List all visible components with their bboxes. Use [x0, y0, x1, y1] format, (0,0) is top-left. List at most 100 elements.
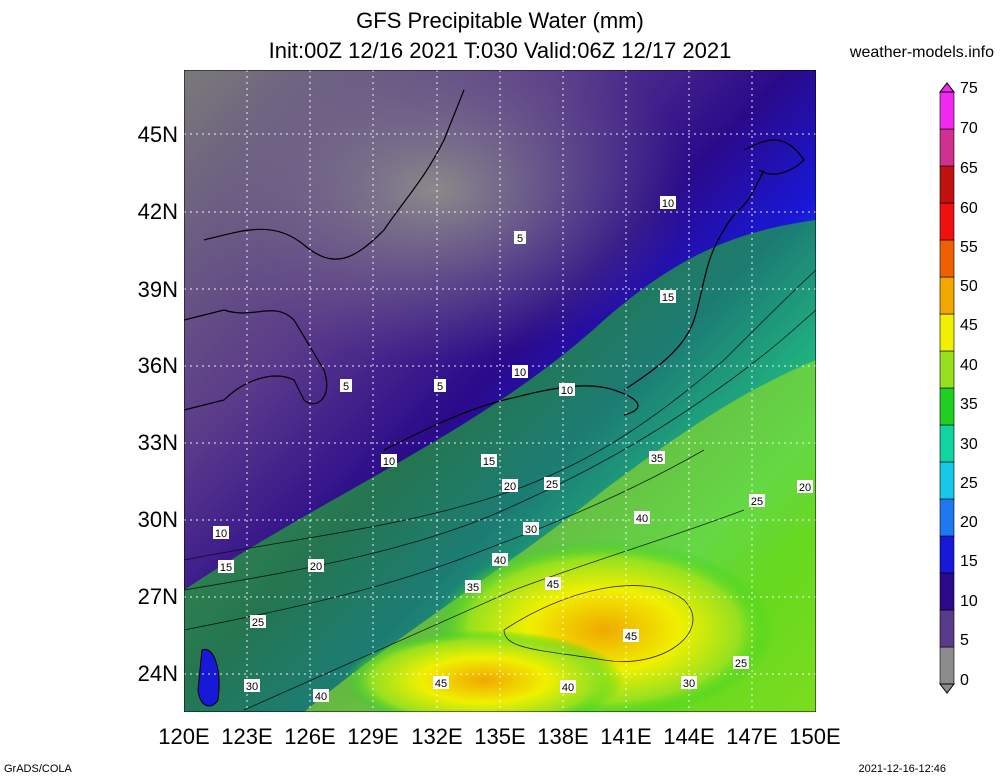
lat-label-24n: 24N	[137, 661, 178, 686]
lat-label-30n: 30N	[137, 507, 178, 532]
colorbar-swatch	[939, 535, 955, 574]
lon-label-141e: 141E	[600, 724, 652, 749]
lon-label-132e: 132E	[411, 724, 463, 749]
contour-label: 30	[244, 679, 260, 693]
lon-label-123e: 123E	[221, 724, 273, 749]
contour-label: 15	[481, 454, 497, 468]
colorbar-label: 35	[960, 396, 978, 413]
colorbar	[938, 82, 956, 694]
contour-label: 45	[433, 676, 449, 690]
contour-value: 30	[246, 681, 258, 693]
colorbar-swatch	[939, 572, 955, 611]
contour-value: 40	[494, 555, 506, 567]
contour-label: 5	[434, 379, 446, 393]
lon-label-135e: 135E	[474, 724, 526, 749]
contour-value: 40	[315, 691, 327, 703]
contour-value: 25	[252, 617, 264, 629]
contour-label: 25	[544, 477, 560, 491]
contour-value: 10	[514, 367, 526, 379]
contour-value: 25	[751, 496, 763, 508]
contour-label: 10	[559, 383, 575, 397]
colorbar-label: 50	[960, 278, 978, 295]
lat-label-45n: 45N	[137, 122, 178, 147]
contour-value: 45	[435, 678, 447, 690]
lat-label-42n: 42N	[137, 199, 178, 224]
contour-value: 40	[636, 513, 648, 525]
contour-label: 10	[381, 454, 397, 468]
contour-label: 15	[218, 560, 234, 574]
lon-label-144e: 144E	[663, 724, 715, 749]
colorbar-swatch	[939, 313, 955, 352]
lon-label-138e: 138E	[537, 724, 589, 749]
lat-label-33n: 33N	[137, 430, 178, 455]
colorbar-swatch	[939, 128, 955, 167]
colorbar-label: 15	[960, 553, 978, 570]
map-title: GFS Precipitable Water (mm)	[356, 8, 644, 33]
site-credit: weather-models.info	[849, 44, 994, 61]
colorbar-swatch	[939, 202, 955, 241]
contour-label: 35	[649, 451, 665, 465]
contour-value: 35	[467, 582, 479, 594]
lon-label-129e: 129E	[347, 724, 399, 749]
contour-value: 45	[625, 631, 637, 643]
contour-label: 20	[797, 480, 813, 494]
colorbar-label: 70	[960, 120, 978, 137]
contour-value: 5	[437, 381, 443, 393]
contour-label: 10	[512, 365, 528, 379]
lat-label-27n: 27N	[137, 584, 178, 609]
colorbar-label: 10	[960, 593, 978, 610]
contour-label: 40	[634, 511, 650, 525]
precipitable-water-map: 5 10 15 5 5 10 10 10 15 20 25 35 10 15 2…	[184, 70, 816, 712]
contour-label: 40	[492, 553, 508, 567]
contour-value: 35	[651, 453, 663, 465]
colorbar-max-arrow	[938, 82, 956, 93]
lon-label-150e: 150E	[789, 724, 841, 749]
colorbar-label: 60	[960, 200, 978, 217]
colorbar-swatch	[939, 165, 955, 204]
contour-label: 10	[660, 196, 676, 210]
contour-value: 10	[662, 198, 674, 210]
contour-value: 10	[383, 456, 395, 468]
colorbar-label: 55	[960, 239, 978, 256]
colorbar-swatch	[939, 424, 955, 463]
contour-label: 35	[465, 580, 481, 594]
contour-label: 25	[250, 615, 266, 629]
colorbar-label: 25	[960, 475, 978, 492]
colorbar-swatch	[939, 646, 955, 685]
lat-label-36n: 36N	[137, 353, 178, 378]
colorbar-label: 45	[960, 317, 978, 334]
colorbar-label: 5	[960, 632, 969, 649]
contour-label: 20	[308, 559, 324, 573]
contour-label: 25	[749, 494, 765, 508]
contour-label: 30	[681, 676, 697, 690]
colorbar-swatch	[939, 387, 955, 426]
contour-value: 15	[483, 456, 495, 468]
contour-value: 10	[215, 528, 227, 540]
colorbar-label: 65	[960, 160, 978, 177]
contour-value: 5	[517, 233, 523, 245]
contour-value: 15	[662, 292, 674, 304]
colorbar-label: 20	[960, 514, 978, 531]
contour-label: 25	[733, 656, 749, 670]
colorbar-swatch	[939, 461, 955, 500]
contour-value: 10	[561, 385, 573, 397]
contour-value: 20	[310, 561, 322, 573]
colorbar-label: 75	[960, 80, 978, 97]
colorbar-swatch	[939, 498, 955, 537]
contour-label: 45	[623, 629, 639, 643]
contour-label: 40	[560, 680, 576, 694]
contour-label: 15	[660, 290, 676, 304]
software-credit: GrADS/COLA	[4, 763, 72, 775]
colorbar-label: 30	[960, 436, 978, 453]
contour-value: 40	[562, 682, 574, 694]
contour-label: 20	[502, 479, 518, 493]
contour-label: 45	[545, 577, 561, 591]
contour-label: 5	[514, 231, 526, 245]
contour-value: 25	[546, 479, 558, 491]
colorbar-swatch	[939, 609, 955, 648]
colorbar-label: 0	[960, 672, 969, 689]
colorbar-swatch	[939, 276, 955, 315]
contour-value: 45	[547, 579, 559, 591]
map-subtitle: Init:00Z 12/16 2021 T:030 Valid:06Z 12/1…	[268, 38, 732, 63]
contour-label: 10	[213, 526, 229, 540]
